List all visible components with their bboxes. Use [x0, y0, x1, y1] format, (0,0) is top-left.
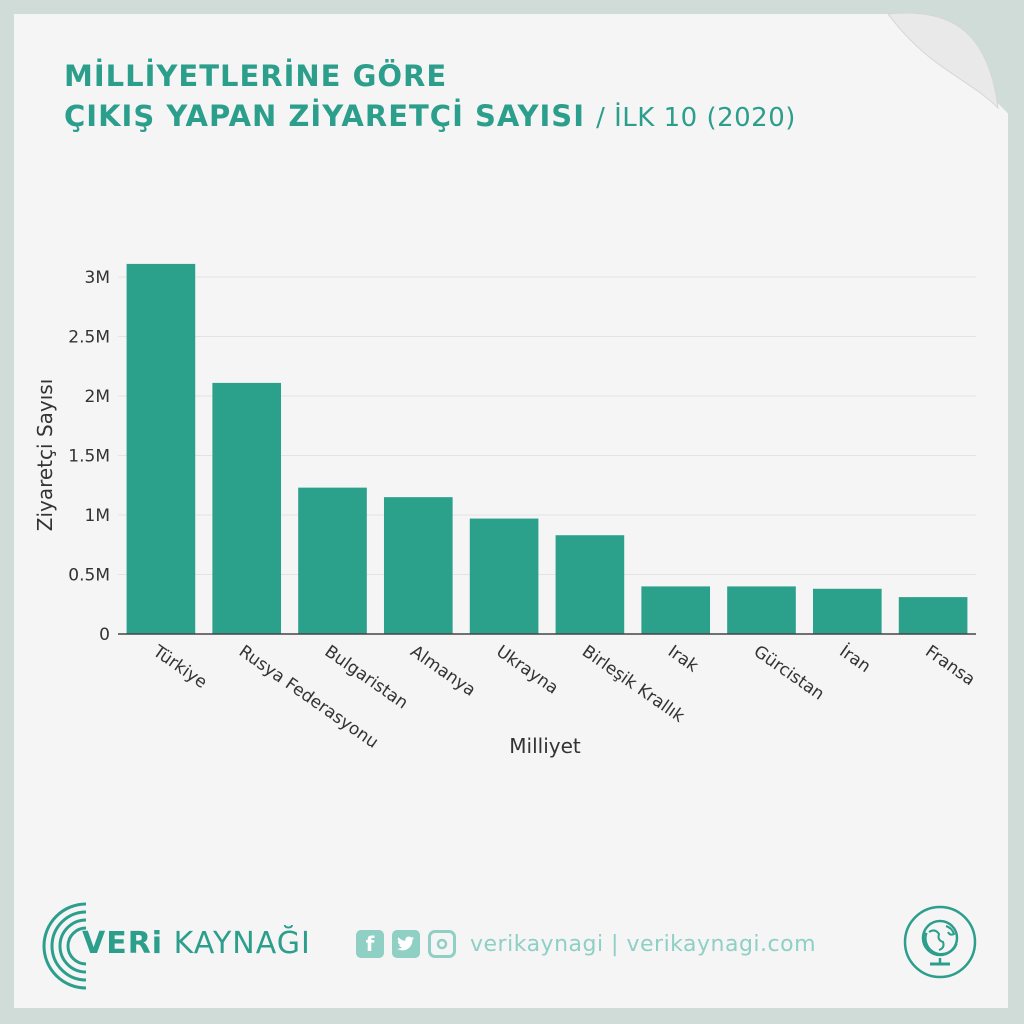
- y-tick-label: 0: [99, 625, 110, 645]
- y-tick-label: 0.5M: [68, 566, 110, 586]
- title-line-1: MİLLİYETLERİNE GÖRE: [64, 59, 448, 93]
- social-handle[interactable]: verikaynagi | verikaynagi.com: [470, 931, 817, 957]
- x-tick-label: İran: [836, 641, 875, 677]
- y-tick-label: 1M: [85, 506, 110, 526]
- brand-rest: KAYNAĞI: [163, 926, 311, 961]
- x-axis-label: Milliyet: [509, 734, 581, 758]
- x-tick-label: Ukrayna: [492, 642, 562, 699]
- y-tick-label: 3M: [85, 268, 110, 288]
- x-tick-label: Türkiye: [148, 641, 210, 693]
- brand-name: VERi KAYNAĞI: [82, 926, 311, 961]
- chart-title: MİLLİYETLERİNE GÖRE ÇIKIŞ YAPAN ZİYARETÇ…: [64, 56, 796, 138]
- y-tick-labels: 0 0.5M 1M 1.5M 2M 2.5M 3M: [68, 268, 110, 645]
- y-axis-label: Ziyaretçi Sayısı: [33, 379, 57, 532]
- bar-3: [383, 497, 453, 634]
- y-tick-label: 2.5M: [68, 328, 110, 348]
- bar-8: [812, 588, 882, 634]
- bar-2: [298, 487, 367, 634]
- chart-subtitle: / İLK 10 (2020): [596, 103, 796, 133]
- brand-bold: VERi: [82, 926, 164, 961]
- title-line-2-text: ÇIKIŞ YAPAN ZİYARETÇİ SAYISI: [64, 99, 585, 133]
- y-tick-label: 1.5M: [68, 447, 110, 467]
- instagram-icon[interactable]: [428, 930, 456, 958]
- bar-5: [555, 535, 625, 634]
- x-tick-label: Almanya: [407, 642, 480, 701]
- facebook-icon[interactable]: f: [356, 930, 384, 958]
- x-tick-label: Fransa: [921, 642, 978, 691]
- bars: [126, 263, 968, 634]
- globe-icon: [903, 905, 977, 979]
- twitter-icon[interactable]: [392, 930, 420, 958]
- bar-7: [727, 586, 796, 634]
- bar-4: [469, 518, 539, 634]
- bar-6: [641, 586, 711, 634]
- x-tick-label: Rusya Federasyonu: [235, 642, 382, 753]
- page-curl: [888, 12, 999, 110]
- title-line-2: ÇIKIŞ YAPAN ZİYARETÇİ SAYISI / İLK 10 (2…: [64, 96, 796, 138]
- bar-1: [212, 382, 282, 634]
- y-tick-label: 2M: [85, 387, 110, 407]
- bar-0: [126, 263, 196, 634]
- veri-kaynagi-logo-arcs: [42, 902, 87, 990]
- x-tick-label: Gürcistan: [750, 642, 828, 705]
- x-tick-label: Irak: [664, 642, 702, 677]
- social-links: f verikaynagi | verikaynagi.com: [356, 930, 816, 958]
- bar-9: [898, 597, 968, 634]
